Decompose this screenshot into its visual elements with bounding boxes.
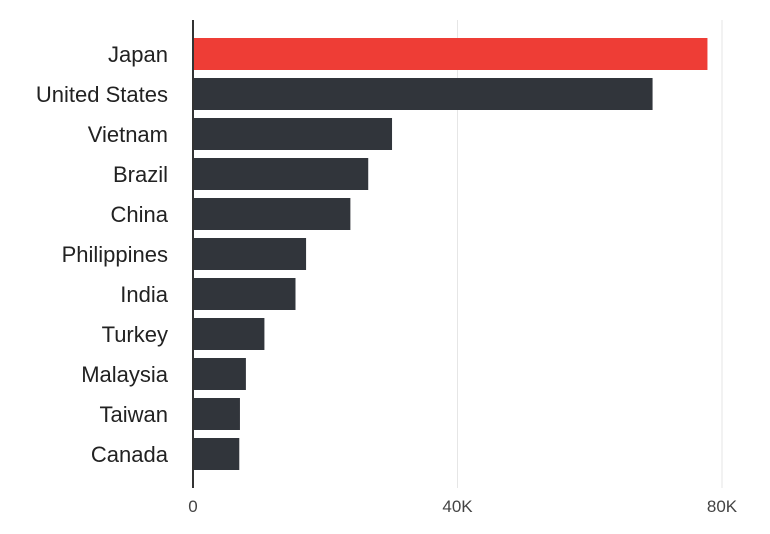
category-label-canada: Canada [91, 442, 169, 467]
bar-china [193, 198, 351, 230]
bar-vietnam [193, 118, 393, 150]
bar-philippines [193, 238, 307, 270]
tick-labels: 0 40K 80K [188, 497, 738, 516]
category-label-united-states: United States [36, 82, 168, 107]
x-tick-label: 80K [707, 497, 738, 516]
bar-malaysia [193, 358, 246, 390]
category-label-vietnam: Vietnam [88, 122, 168, 147]
bar-canada [193, 438, 240, 470]
x-tick-label: 0 [188, 497, 197, 516]
bar-taiwan [193, 398, 240, 430]
bar-united-states [193, 78, 653, 110]
category-label-india: India [120, 282, 168, 307]
category-labels: Japan United States Vietnam Brazil China Phil… [36, 42, 169, 467]
category-label-china: China [111, 202, 169, 227]
category-label-malaysia: Malaysia [81, 362, 169, 387]
bar-turkey [193, 318, 265, 350]
bar-india [193, 278, 296, 310]
category-label-turkey: Turkey [102, 322, 168, 347]
bars [193, 38, 708, 470]
category-label-brazil: Brazil [113, 162, 168, 187]
bar-brazil [193, 158, 369, 190]
bar-japan [193, 38, 708, 70]
category-label-philippines: Philippines [62, 242, 168, 267]
category-label-japan: Japan [108, 42, 168, 67]
category-label-taiwan: Taiwan [100, 402, 168, 427]
x-tick-label: 40K [442, 497, 473, 516]
